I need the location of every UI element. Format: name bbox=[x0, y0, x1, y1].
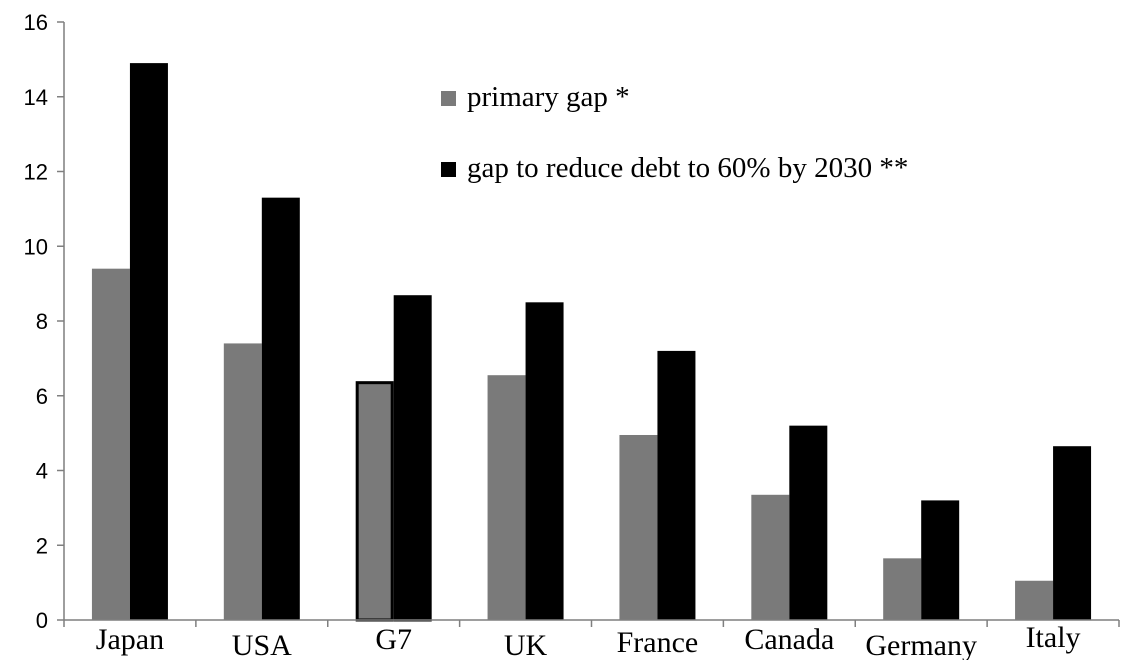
bar-series-group bbox=[91, 63, 1092, 622]
bar-g7-series-2 bbox=[393, 295, 432, 622]
y-tick-label: 14 bbox=[24, 85, 48, 110]
x-category-label: Italy bbox=[1026, 621, 1081, 654]
x-category-label: USA bbox=[232, 629, 292, 660]
bar-france-series-1 bbox=[619, 434, 658, 620]
bar-italy-series-1 bbox=[1015, 580, 1054, 620]
y-tick-label: 6 bbox=[36, 384, 48, 409]
x-category-label: Japan bbox=[96, 623, 164, 656]
bar-japan-series-2 bbox=[129, 63, 168, 621]
bar-japan-series-1 bbox=[91, 268, 130, 620]
y-tick-label: 10 bbox=[24, 234, 48, 259]
y-tick-label: 0 bbox=[36, 608, 48, 633]
x-axis-labels: Japan USA G7 UK France Canada Germany Italy bbox=[96, 621, 1081, 660]
x-category-label: Germany bbox=[865, 629, 977, 660]
bar-usa-series-2 bbox=[261, 197, 300, 620]
y-tick-label: 8 bbox=[36, 309, 48, 334]
x-category-label: UK bbox=[504, 629, 548, 660]
x-category-label: G7 bbox=[375, 623, 412, 656]
bar-germany-series-1 bbox=[883, 558, 922, 620]
legend-label: primary gap * bbox=[467, 81, 630, 113]
bar-uk-series-1 bbox=[487, 375, 526, 620]
legend-swatch bbox=[441, 162, 456, 177]
bar-canada-series-2 bbox=[789, 425, 828, 620]
y-tick-label: 16 bbox=[24, 10, 48, 35]
bar-usa-series-1 bbox=[223, 343, 262, 620]
bar-uk-series-2 bbox=[525, 302, 564, 620]
bar-germany-series-2 bbox=[921, 500, 960, 620]
y-tick-label: 12 bbox=[24, 160, 48, 185]
bar-france-series-2 bbox=[657, 350, 696, 620]
y-axis-ticks: 0 2 4 6 8 10 12 14 16 bbox=[24, 10, 64, 633]
y-tick-label: 4 bbox=[36, 459, 48, 484]
bar-canada-series-1 bbox=[751, 494, 790, 620]
legend-swatch bbox=[441, 91, 456, 106]
x-category-label: Canada bbox=[744, 623, 834, 656]
bar-g7-series-1 bbox=[355, 381, 394, 622]
bar-italy-series-2 bbox=[1053, 446, 1092, 620]
axes bbox=[63, 22, 1120, 627]
legend: primary gap * gap to reduce debt to 60% b… bbox=[441, 81, 908, 184]
x-category-label: France bbox=[617, 626, 699, 659]
legend-label: gap to reduce debt to 60% by 2030 ** bbox=[467, 152, 908, 184]
y-tick-label: 2 bbox=[36, 533, 48, 558]
